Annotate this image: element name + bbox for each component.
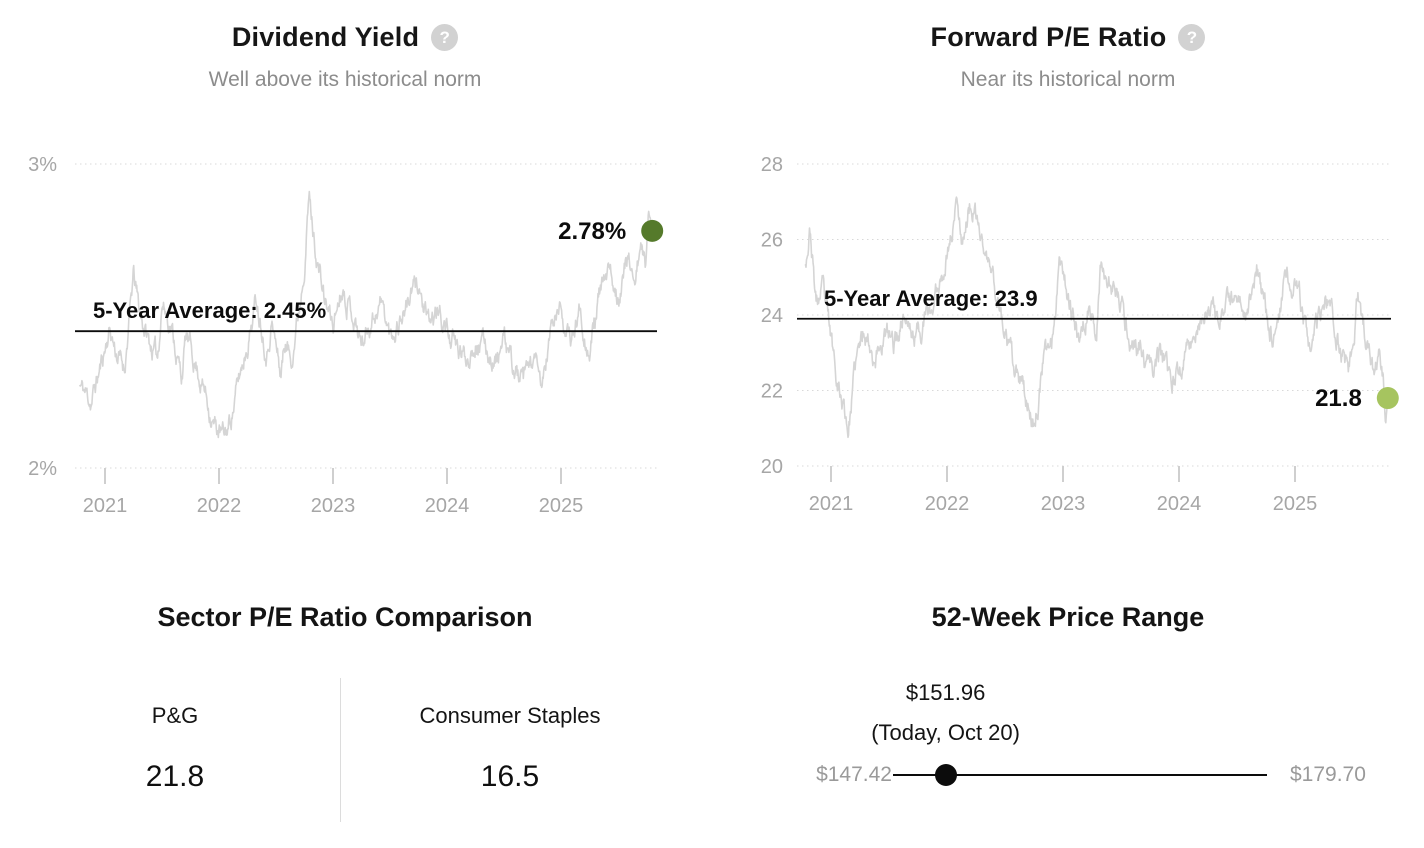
price-range-title: 52-Week Price Range	[931, 602, 1205, 632]
history-line	[804, 196, 1389, 439]
forward-pe-header: Forward P/E Ratio ? Near its historical …	[712, 22, 1424, 92]
dividend-yield-chart: 3% 2% 2021 2022 2023 2024 2025 5-Year Average: …	[28, 154, 664, 517]
latest-value-dot	[1376, 387, 1399, 410]
latest-value-dot	[641, 219, 664, 242]
x-tick-label: 2024	[1157, 493, 1202, 515]
y-tick-label: 20	[761, 456, 783, 478]
current-price-marker	[934, 764, 957, 786]
average-line-label: 5-Year Average: 2.45%	[93, 298, 326, 323]
latest-value-label: 21.8	[1315, 385, 1362, 412]
chart-subtitle-dividend-yield: Well above its historical norm	[208, 68, 482, 91]
x-tick-label: 2021	[83, 495, 128, 517]
column-divider	[340, 678, 341, 822]
y-tick-label: 28	[761, 154, 783, 176]
history-line	[79, 190, 654, 439]
range-low-label: $147.42	[816, 763, 892, 786]
consumer-staples-column-label: Consumer Staples	[419, 703, 601, 728]
x-tick-label: 2021	[809, 493, 854, 515]
x-tick-label: 2022	[925, 493, 970, 515]
price-range-track	[893, 774, 1267, 776]
average-line-label: 5-Year Average: 23.9	[824, 286, 1038, 311]
x-tick-label: 2025	[1273, 493, 1318, 515]
pg-pe-value: 21.8	[145, 760, 205, 793]
pg-column-label: P&G	[151, 703, 199, 728]
y-tick-label: 22	[761, 381, 783, 403]
chart-title-dividend-yield: Dividend Yield	[231, 22, 420, 52]
chart-subtitle-forward-pe: Near its historical norm	[960, 68, 1176, 91]
x-tick-label: 2023	[1041, 493, 1086, 515]
range-high-label: $179.70	[1290, 763, 1366, 786]
y-tick-label: 2%	[28, 458, 57, 480]
forward-pe-chart: 28 26 24 22 20 2021 2022 2023 2024 2025 5-Year Ave…	[761, 154, 1399, 515]
help-icon[interactable]: ?	[1178, 24, 1206, 51]
x-tick-label: 2023	[311, 495, 356, 517]
chart-title-forward-pe: Forward P/E Ratio	[930, 22, 1167, 52]
sector-comparison-title: Sector P/E Ratio Comparison	[157, 602, 533, 632]
x-tick-label: 2024	[425, 495, 470, 517]
y-tick-label: 26	[761, 230, 783, 252]
consumer-staples-pe-value: 16.5	[480, 760, 540, 793]
latest-value-label: 2.78%	[558, 218, 626, 245]
x-tick-label: 2022	[197, 495, 242, 517]
y-tick-label: 3%	[28, 154, 57, 176]
forward-pe-title-row: Forward P/E Ratio ?	[712, 22, 1424, 53]
current-price-date-label: (Today, Oct 20)	[871, 720, 1020, 745]
dividend-yield-title-row: Dividend Yield ?	[0, 22, 690, 53]
current-price-label: $151.96	[905, 680, 986, 705]
x-tick-label: 2025	[539, 495, 584, 517]
help-icon[interactable]: ?	[431, 24, 459, 51]
dividend-yield-header: Dividend Yield ? Well above its historic…	[0, 22, 690, 92]
price-range-panel: 52-Week Price Range $151.96 (Today, Oct …	[712, 590, 1424, 848]
sector-pe-comparison-panel: Sector P/E Ratio Comparison P&G 21.8 Con…	[0, 590, 690, 848]
y-tick-label: 24	[761, 305, 783, 327]
